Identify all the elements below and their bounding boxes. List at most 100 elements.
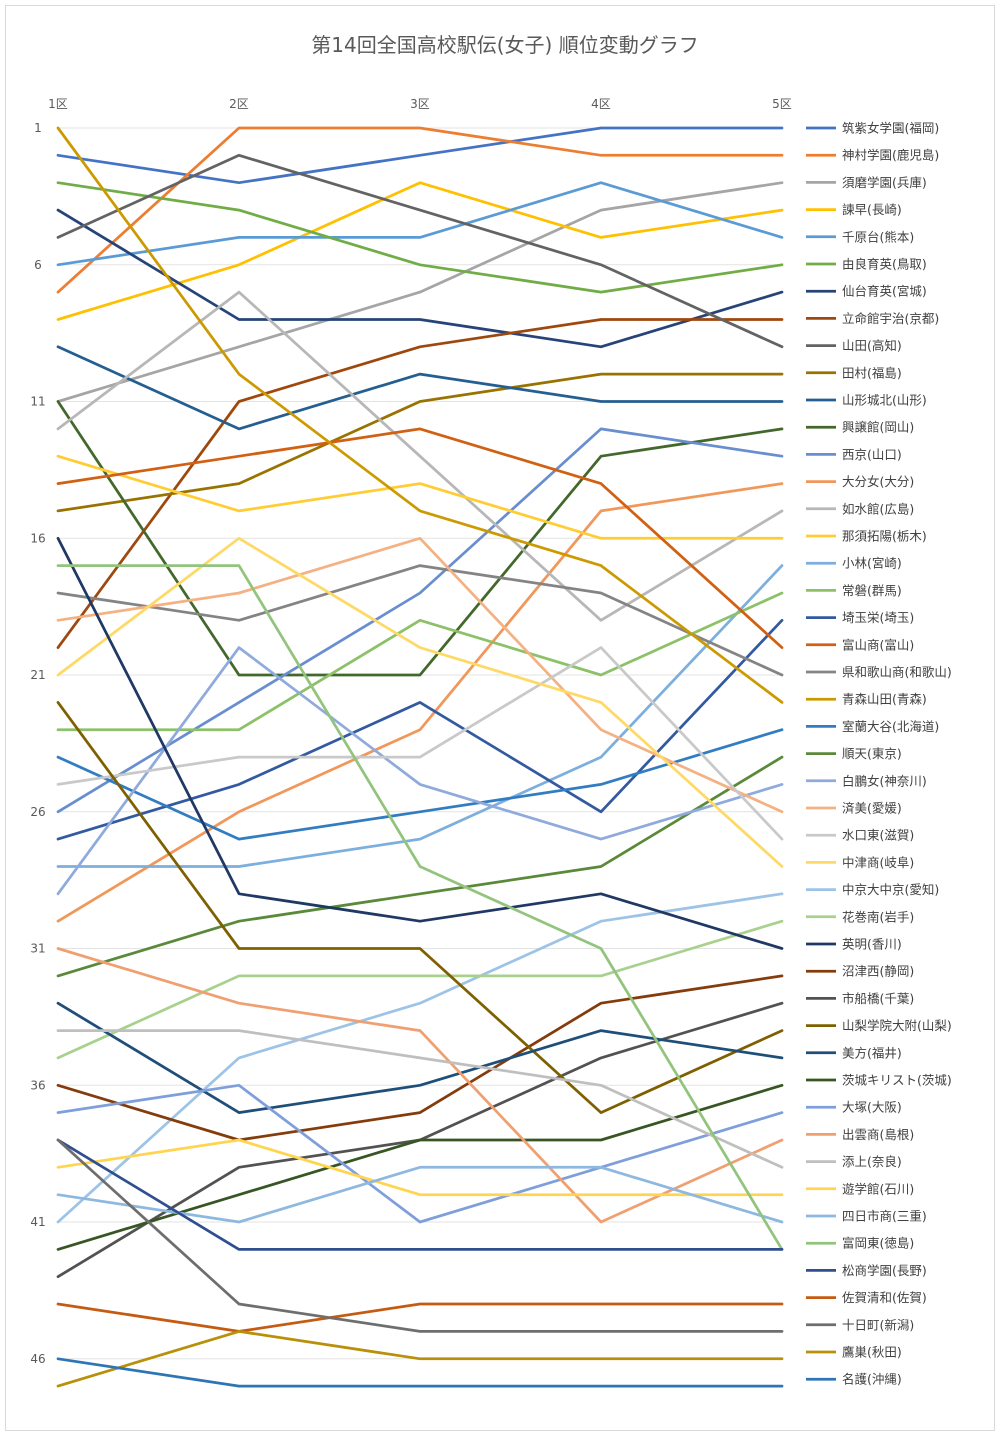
legend-label: 水口東(滋賀)	[842, 828, 914, 843]
series-line	[56, 701, 784, 1114]
legend-label: 大塚(大阪)	[842, 1100, 902, 1115]
x-tick-label: 1区	[48, 97, 68, 111]
legend-label: 済美(愛媛)	[842, 801, 902, 816]
legend-label: 富山商(富山)	[842, 637, 914, 652]
series-line	[56, 1001, 784, 1114]
series-line	[56, 564, 784, 677]
legend-label: 中京大中京(愛知)	[842, 882, 939, 897]
legend-label: 鷹巣(秋田)	[842, 1345, 902, 1360]
legend-label: 山梨学院大附(山梨)	[842, 1018, 952, 1033]
legend-label: 埼玉栄(埼玉)	[842, 610, 914, 625]
x-tick-label: 4区	[591, 97, 611, 111]
chart-title: 第14回全国高校駅伝(女子) 順位変動グラフ	[311, 33, 698, 57]
legend-label: 小林(宮崎)	[842, 556, 902, 571]
series-line	[56, 646, 784, 841]
series-line	[56, 974, 784, 1142]
legend-label: 松商学園(長野)	[842, 1263, 927, 1278]
series-line	[56, 1083, 784, 1224]
legend-label: 富岡東(徳島)	[842, 1236, 914, 1251]
gridlines	[58, 127, 782, 1360]
series-line	[56, 181, 784, 294]
legend-label: 県和歌山商(和歌山)	[842, 665, 952, 680]
legend-label: 神村学園(鹿児島)	[842, 148, 939, 163]
y-tick-label: 31	[30, 942, 45, 956]
y-tick-label: 11	[30, 395, 45, 409]
legend-label: 白鵬女(神奈川)	[842, 773, 927, 788]
series-line	[56, 646, 784, 896]
series-line	[56, 1357, 784, 1388]
legend-label: 大分女(大分)	[842, 474, 914, 489]
series-line	[56, 1138, 784, 1251]
y-tick-label: 46	[30, 1352, 45, 1366]
series-line	[56, 1138, 784, 1197]
legend-label: 立命館宇治(京都)	[842, 311, 939, 326]
x-tick-label: 3区	[410, 97, 430, 111]
legend-label: 須磨学園(兵庫)	[842, 175, 927, 190]
series-line	[56, 919, 784, 1060]
legend-label: 四日市商(三重)	[842, 1209, 927, 1224]
series-line	[56, 728, 784, 841]
y-tick-label: 21	[30, 668, 45, 682]
series-line	[56, 318, 784, 649]
series-line	[56, 427, 784, 649]
legend-label: 添上(奈良)	[842, 1154, 902, 1169]
legend-label: 仙台育英(宮城)	[842, 284, 927, 299]
y-tick-label: 16	[30, 531, 45, 545]
legend-label: 遊学館(石川)	[842, 1181, 914, 1196]
legend-label: 美方(福井)	[842, 1045, 902, 1060]
series-line	[56, 482, 784, 923]
legend-label: 沼津西(静岡)	[842, 964, 914, 979]
series-line	[56, 181, 784, 403]
legend-label: 山形城北(山形)	[842, 393, 927, 408]
legend-label: 市船橋(千葉)	[842, 991, 914, 1006]
legend-label: 千原台(熊本)	[842, 229, 914, 244]
legend-label: 那須拓陽(栃木)	[842, 529, 927, 544]
series-line	[56, 1138, 784, 1333]
series-line	[56, 536, 784, 950]
legend-label: 英明(香川)	[842, 937, 902, 952]
legend-label: 名護(沖縄)	[842, 1372, 902, 1387]
series-line	[56, 290, 784, 622]
legend-label: 佐賀清和(佐賀)	[842, 1290, 927, 1305]
series-line	[56, 1029, 784, 1169]
legend-label: 筑紫女学園(福岡)	[842, 121, 939, 136]
series-line	[56, 618, 784, 841]
series-line	[56, 1330, 784, 1388]
series-line	[56, 345, 784, 431]
y-tick-label: 6	[34, 258, 42, 272]
series-line	[56, 126, 784, 185]
legend-label: 順天(東京)	[842, 746, 902, 761]
series-line	[56, 427, 784, 814]
legend-label: 由良育英(鳥取)	[842, 257, 927, 272]
series-line	[56, 564, 784, 1251]
legend-label: 花巻南(岩手)	[842, 909, 914, 924]
series-line	[56, 153, 784, 349]
legend-label: 常磐(群馬)	[842, 583, 902, 598]
series-line	[56, 126, 784, 704]
legend: 筑紫女学園(福岡) 神村学園(鹿児島) 須磨学園(兵庫) 諫早(長崎) 千原台(熊本) 由…	[806, 121, 952, 1387]
legend-label: 諫早(長崎)	[842, 202, 902, 217]
legend-label: 茨城キリスト(茨城)	[842, 1073, 952, 1088]
x-tick-label: 2区	[229, 97, 249, 111]
series-line	[56, 181, 784, 267]
legend-label: 山田(高知)	[842, 338, 902, 353]
series-line	[56, 591, 784, 732]
series-line	[56, 536, 784, 868]
legend-label: 田村(福島)	[842, 365, 902, 380]
x-tick-label: 5区	[772, 97, 792, 111]
series-line	[56, 755, 784, 978]
y-tick-label: 41	[30, 1215, 45, 1229]
y-tick-label: 26	[30, 805, 45, 819]
legend-label: 西京(山口)	[842, 447, 902, 462]
x-axis-ticks: 1区 2区 3区 4区 5区	[48, 97, 792, 111]
series-line	[56, 1302, 784, 1333]
y-tick-label: 36	[30, 1078, 45, 1092]
legend-label: 出雲商(島根)	[842, 1127, 914, 1142]
y-tick-label: 1	[34, 121, 42, 135]
legend-label: 青森山田(青森)	[842, 692, 927, 707]
legend-label: 興譲館(岡山)	[842, 420, 914, 435]
series-line	[56, 208, 784, 349]
series-lines	[56, 126, 784, 1388]
